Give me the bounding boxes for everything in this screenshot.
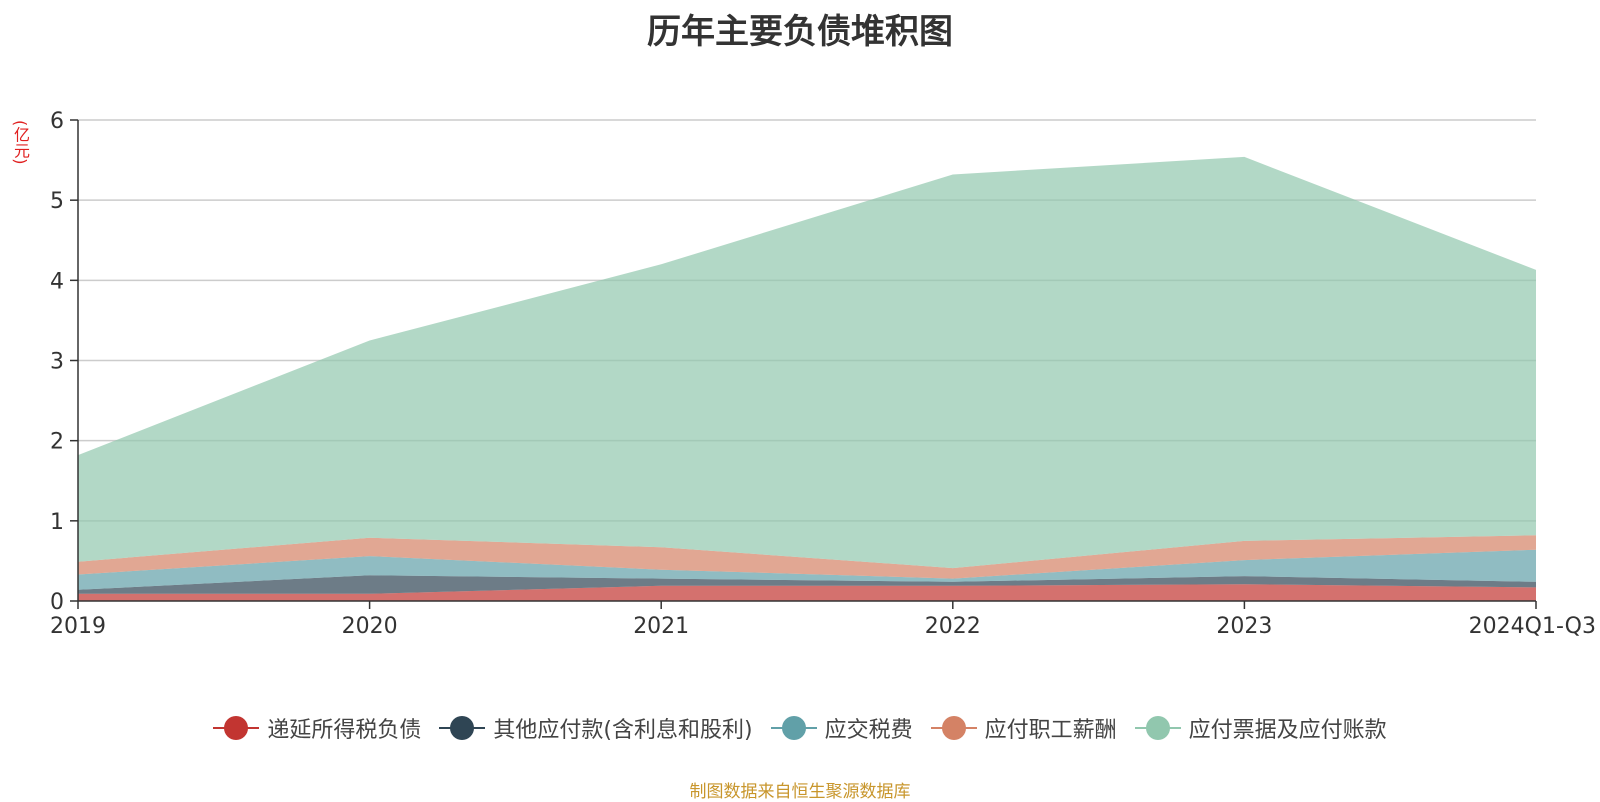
legend-label: 其他应付款(含利息和股利) — [493, 718, 753, 743]
legend-item[interactable]: 递延所得税负债 — [213, 712, 421, 744]
y-tick-label: 4 — [50, 269, 64, 294]
legend-item[interactable]: 应交税费 — [770, 712, 913, 744]
y-axis-unit: (亿元) — [11, 120, 30, 165]
legend-marker-icon — [439, 715, 486, 741]
x-tick-label: 2024Q1-Q3 — [1469, 614, 1596, 639]
chart-title: 历年主要负债堆积图 — [647, 12, 953, 52]
area-series-2 — [78, 575, 1536, 594]
y-tick-label: 2 — [50, 430, 64, 455]
axes: 0 1 2 3 4 5 6 2019 2020 2021 2022 2023 2024Q1-Q3 — [50, 109, 1596, 639]
x-tick-label: 2023 — [1216, 614, 1272, 639]
area-series-5 — [78, 156, 1536, 569]
x-tick-label: 2022 — [925, 614, 981, 639]
legend-marker-icon — [930, 715, 977, 741]
area-series-3 — [78, 549, 1536, 590]
x-tick-label: 2019 — [50, 614, 106, 639]
area-series-4 — [78, 535, 1536, 579]
legend-item[interactable]: 应付票据及应付账款 — [1134, 712, 1387, 744]
legend-marker-icon — [1134, 715, 1181, 741]
legend-label: 应付职工薪酬 — [984, 718, 1117, 743]
series-areas — [78, 156, 1536, 601]
y-tick-label: 5 — [50, 189, 64, 214]
legend-marker-icon — [770, 715, 817, 741]
legend-label: 应交税费 — [824, 718, 913, 743]
legend-label: 应付票据及应付账款 — [1188, 718, 1387, 743]
x-tick-label: 2021 — [633, 614, 689, 639]
y-tick-label: 3 — [50, 350, 64, 375]
legend-marker-icon — [213, 715, 260, 741]
legend-item[interactable]: 其他应付款(含利息和股利) — [439, 712, 753, 744]
y-tick-label: 1 — [50, 510, 64, 535]
area-series-1 — [78, 584, 1536, 601]
legend: 递延所得税负债 其他应付款(含利息和股利) 应交税费 应付职工薪酬 应付票据及应付账款 — [0, 712, 1600, 744]
y-tick-label: 6 — [50, 109, 64, 134]
legend-label: 递延所得税负债 — [267, 718, 422, 743]
y-tick-label: 0 — [50, 590, 64, 615]
data-source-note: 制图数据来自恒生聚源数据库 — [689, 782, 911, 802]
legend-item[interactable]: 应付职工薪酬 — [930, 712, 1117, 744]
x-tick-label: 2020 — [342, 614, 398, 639]
